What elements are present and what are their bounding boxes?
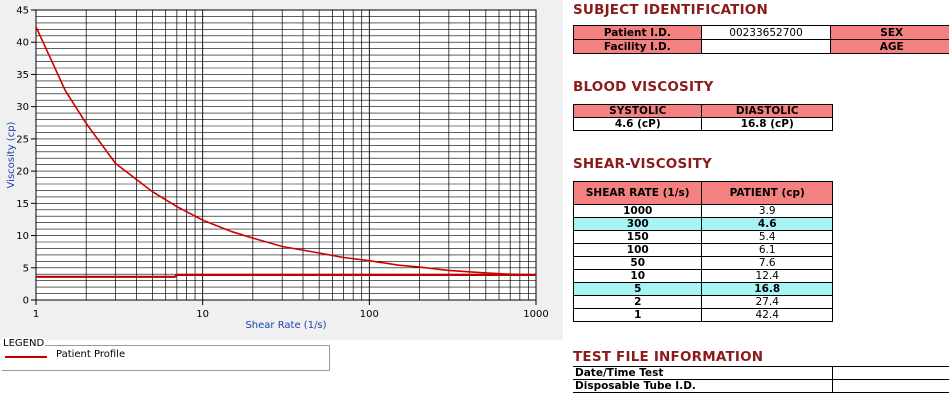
blood-viscosity-table: SYSTOLIC DIASTOLIC 4.6 (cP) 16.8 (cP) <box>572 104 833 131</box>
test-file-title: TEST FILE INFORMATION <box>573 349 764 365</box>
x-tick-label: 1 <box>33 309 39 320</box>
x-tick-label: 1000 <box>523 309 548 320</box>
sex-label: SEX <box>830 25 949 40</box>
facility-id-value <box>700 39 832 54</box>
datetime-value <box>832 366 949 380</box>
datetime-label: Date/Time Test <box>573 366 834 380</box>
patient-header: PATIENT (cp) <box>701 181 833 205</box>
facility-id-label: Facility I.D. <box>573 39 702 54</box>
patient-viscosity-cell: 27.4 <box>701 295 833 309</box>
shear-rate-cell: 300 <box>572 217 703 231</box>
legend: LEGEND Patient Profile <box>2 338 330 371</box>
table-row: 1000 3.9 <box>572 204 833 218</box>
patient-viscosity-cell: 12.4 <box>701 269 833 283</box>
tube-id-value <box>832 379 949 393</box>
patient-viscosity-cell: 16.8 <box>701 282 833 296</box>
viscosity-chart: 0 5 10 15 20 25 30 35 40 45 1 10 100 1000 Shear Rate (… <box>6 6 549 332</box>
shear-rate-header: SHEAR RATE (1/s) <box>572 181 703 205</box>
y-tick-label: 35 <box>16 70 29 81</box>
y-tick-label: 15 <box>16 199 29 210</box>
age-label: AGE <box>830 39 949 54</box>
diastolic-label: DIASTOLIC <box>701 104 833 118</box>
shear-rate-cell: 50 <box>572 256 703 270</box>
legend-swatch <box>5 356 47 358</box>
table-row: 150 5.4 <box>572 230 833 244</box>
y-axis-label: Viscosity (cp) <box>6 121 17 188</box>
y-tick-label: 20 <box>16 167 29 178</box>
y-tick-label: 30 <box>16 102 29 113</box>
table-row: 10 12.4 <box>572 269 833 283</box>
plot-area <box>36 10 536 300</box>
patient-viscosity-cell: 42.4 <box>701 308 833 322</box>
blood-viscosity-title: BLOOD VISCOSITY <box>573 79 714 95</box>
shear-rate-cell: 150 <box>572 230 703 244</box>
x-tick-label: 10 <box>196 309 209 320</box>
patient-id-value: 00233652700 <box>700 25 832 40</box>
legend-title: LEGEND <box>2 338 46 349</box>
shear-rate-cell: 1 <box>572 308 703 322</box>
patient-viscosity-cell: 5.4 <box>701 230 833 244</box>
y-tick-label: 5 <box>23 263 29 274</box>
shear-rate-cell: 100 <box>572 243 703 257</box>
x-tick-label: 100 <box>360 309 379 320</box>
shear-viscosity-table: SHEAR RATE (1/s) PATIENT (cp) 1000 3.9 300… <box>572 181 833 322</box>
x-axis-label: Shear Rate (1/s) <box>245 320 326 331</box>
systolic-label: SYSTOLIC <box>572 104 703 118</box>
y-tick-label: 0 <box>23 296 29 307</box>
plot-frame <box>35 9 537 301</box>
patient-id-label: Patient I.D. <box>573 25 702 40</box>
y-tick-label: 40 <box>16 38 29 49</box>
table-row: 2 27.4 <box>572 295 833 309</box>
shear-rate-cell: 5 <box>572 282 703 296</box>
patient-viscosity-cell: 6.1 <box>701 243 833 257</box>
table-row: 50 7.6 <box>572 256 833 270</box>
patient-viscosity-cell: 7.6 <box>701 256 833 270</box>
shear-rate-cell: 1000 <box>572 204 703 218</box>
y-tick-label: 10 <box>16 231 29 242</box>
shear-rate-cell: 2 <box>572 295 703 309</box>
subject-title: SUBJECT IDENTIFICATION <box>573 2 768 18</box>
table-row: 100 6.1 <box>572 243 833 257</box>
shear-table-body: 1000 3.9 300 4.6 150 5.4 100 6.1 50 7.6 10 12.4 5 16.… <box>572 204 833 322</box>
tube-id-label: Disposable Tube I.D. <box>573 379 834 393</box>
subject-table: Patient I.D. 00233652700 SEX Facility I.… <box>573 25 949 54</box>
chart-panel: 0 5 10 15 20 25 30 35 40 45 1 10 100 1000 Shear Rate (… <box>0 0 563 340</box>
patient-viscosity-cell: 3.9 <box>701 204 833 218</box>
series-line-patient-profile <box>35 26 537 276</box>
table-row: 300 4.6 <box>572 217 833 231</box>
systolic-value: 4.6 (cP) <box>572 117 703 131</box>
patient-viscosity-cell: 4.6 <box>701 217 833 231</box>
test-file-table: Date/Time Test Disposable Tube I.D. <box>573 366 949 393</box>
legend-entry: Patient Profile <box>56 349 126 360</box>
y-tick-label: 25 <box>16 134 29 145</box>
table-row: 1 42.4 <box>572 308 833 322</box>
shear-viscosity-title: SHEAR-VISCOSITY <box>573 156 713 172</box>
y-tick-label: 45 <box>16 6 29 17</box>
table-row: 5 16.8 <box>572 282 833 296</box>
shear-rate-cell: 10 <box>572 269 703 283</box>
series-line-reference <box>36 273 536 278</box>
diastolic-value: 16.8 (cP) <box>701 117 833 131</box>
